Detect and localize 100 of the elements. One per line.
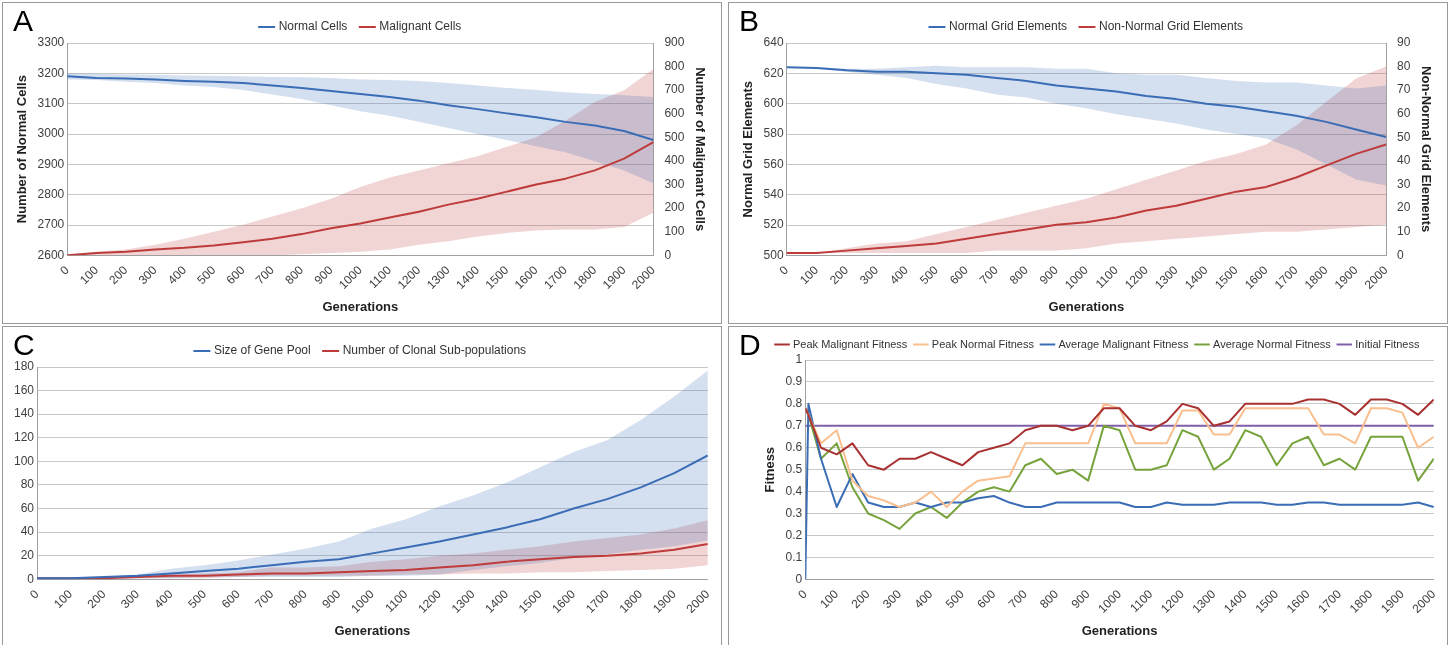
y2-tick-label: 20 xyxy=(1397,200,1411,215)
x-axis-title: Generations xyxy=(1081,622,1158,638)
x-tick-label: 200 xyxy=(848,586,873,612)
y-tick-label: 3300 xyxy=(37,35,65,50)
x-tick-label: 100 xyxy=(77,262,102,288)
y-tick-label: 0.9 xyxy=(785,374,803,389)
chart-title: C xyxy=(13,328,35,361)
y2-tick-label: 30 xyxy=(1397,176,1411,191)
x-tick-label: 900 xyxy=(311,262,336,288)
y-tick-label: 560 xyxy=(763,156,784,171)
legend-label: Number of Clonal Sub-populations xyxy=(342,343,527,358)
x-tick-label: 400 xyxy=(911,586,936,612)
y2-tick-label: 90 xyxy=(1397,35,1411,50)
legend-label: Size of Gene Pool xyxy=(213,343,311,358)
legend-label: Average Malignant Fitness xyxy=(1058,337,1189,350)
y2-tick-label: 900 xyxy=(664,35,685,50)
x-tick-label: 500 xyxy=(916,262,942,288)
y2-tick-label: 80 xyxy=(1397,58,1411,73)
y2-tick-label: 700 xyxy=(664,82,685,97)
y-tick-label: 0.2 xyxy=(785,527,803,542)
y2-tick-label: 70 xyxy=(1397,82,1411,97)
y-tick-label: 20 xyxy=(20,548,35,563)
y-tick-label: 100 xyxy=(13,453,35,468)
x-tick-label: 800 xyxy=(285,586,311,612)
y-tick-label: 160 xyxy=(13,382,35,397)
x-tick-label: 300 xyxy=(879,586,905,612)
y2-tick-label: 50 xyxy=(1397,129,1411,144)
x-tick-label: 500 xyxy=(942,586,968,612)
y-tick-label: 40 xyxy=(20,524,35,539)
x-tick-label: 500 xyxy=(185,586,210,612)
x-tick-label: 700 xyxy=(1005,586,1030,612)
y-tick-label: 0.4 xyxy=(785,483,803,498)
y2-tick-label: 40 xyxy=(1397,153,1411,168)
x-axis-title: Generations xyxy=(1048,298,1125,314)
legend-label: Peak Normal Fitness xyxy=(931,337,1035,350)
y-tick-label: 0.7 xyxy=(785,418,803,433)
y-tick-label: 0.3 xyxy=(785,505,803,520)
x-tick-label: 600 xyxy=(223,262,248,288)
y-tick-label: 180 xyxy=(13,359,35,374)
x-tick-label: 900 xyxy=(1068,586,1093,612)
chart-title: A xyxy=(13,4,34,37)
x-tick-label: 200 xyxy=(106,262,131,288)
y2-tick-label: 500 xyxy=(664,129,685,144)
legend-label: Normal Grid Elements xyxy=(948,19,1067,34)
x-tick-label: 300 xyxy=(856,262,882,288)
y-tick-label: 120 xyxy=(13,430,35,445)
x-axis-title: Generations xyxy=(334,622,411,638)
y-tick-label: 580 xyxy=(763,126,784,141)
y2-tick-label: 100 xyxy=(664,224,685,239)
y-axis-title: Number of Normal Cells xyxy=(14,75,30,224)
x-tick-label: 300 xyxy=(135,262,160,288)
x-tick-label: 800 xyxy=(1037,586,1062,612)
x-tick-label: 400 xyxy=(151,586,176,612)
y2-tick-label: 800 xyxy=(664,58,685,73)
x-tick-label: 700 xyxy=(252,586,277,612)
y-tick-label: 0.6 xyxy=(785,440,803,455)
y-tick-label: 0 xyxy=(795,571,803,586)
legend-label: Malignant Cells xyxy=(379,19,462,34)
y2-tick-label: 400 xyxy=(664,153,685,168)
y2-tick-label: 0 xyxy=(1397,247,1405,262)
x-tick-label: 400 xyxy=(886,262,912,288)
legend-label: Peak Malignant Fitness xyxy=(793,337,908,350)
y-tick-label: 0.1 xyxy=(785,549,803,564)
x-tick-label: 300 xyxy=(118,586,143,612)
y2-tick-label: 300 xyxy=(664,176,685,191)
x-tick-label: 800 xyxy=(282,262,307,288)
y-tick-label: 2900 xyxy=(37,156,65,171)
y-tick-label: 140 xyxy=(13,406,35,421)
y2-tick-label: 200 xyxy=(664,200,685,215)
y-tick-label: 620 xyxy=(763,65,784,80)
y-tick-label: 520 xyxy=(763,217,784,232)
x-tick-label: 600 xyxy=(218,586,243,612)
y-tick-label: 0.5 xyxy=(785,461,803,476)
y-tick-label: 540 xyxy=(763,186,784,201)
x-tick-label: 700 xyxy=(252,262,278,288)
y-tick-label: 2800 xyxy=(37,186,65,201)
y-tick-label: 500 xyxy=(763,247,784,262)
chart-title: D xyxy=(739,328,761,361)
y-tick-label: 600 xyxy=(763,95,784,110)
x-tick-label: 200 xyxy=(826,262,852,288)
y-axis-title: Normal Grid Elements xyxy=(740,80,756,218)
x-tick-label: 600 xyxy=(974,586,999,612)
y-axis-title: Fitness xyxy=(762,446,778,493)
y2-tick-label: 60 xyxy=(1397,106,1411,121)
y-tick-label: 0 xyxy=(27,571,35,586)
y2-axis-title: Non-Normal Grid Elements xyxy=(1418,66,1434,233)
y2-axis-title: Number of Malignant Cells xyxy=(692,67,708,232)
x-tick-label: 200 xyxy=(84,586,109,612)
x-tick-label: 100 xyxy=(817,586,842,612)
y-tick-label: 0.8 xyxy=(785,396,803,411)
x-tick-label: 800 xyxy=(1006,262,1032,288)
y2-tick-label: 10 xyxy=(1397,224,1411,239)
y-tick-label: 3100 xyxy=(37,95,65,110)
y-tick-label: 60 xyxy=(20,500,35,515)
x-axis-title: Generations xyxy=(322,298,399,314)
x-tick-label: 900 xyxy=(1036,262,1062,288)
y2-tick-label: 0 xyxy=(664,247,672,262)
chart-title: B xyxy=(739,4,760,37)
x-tick-label: 700 xyxy=(976,262,1002,288)
legend-label: Normal Cells xyxy=(278,19,348,34)
